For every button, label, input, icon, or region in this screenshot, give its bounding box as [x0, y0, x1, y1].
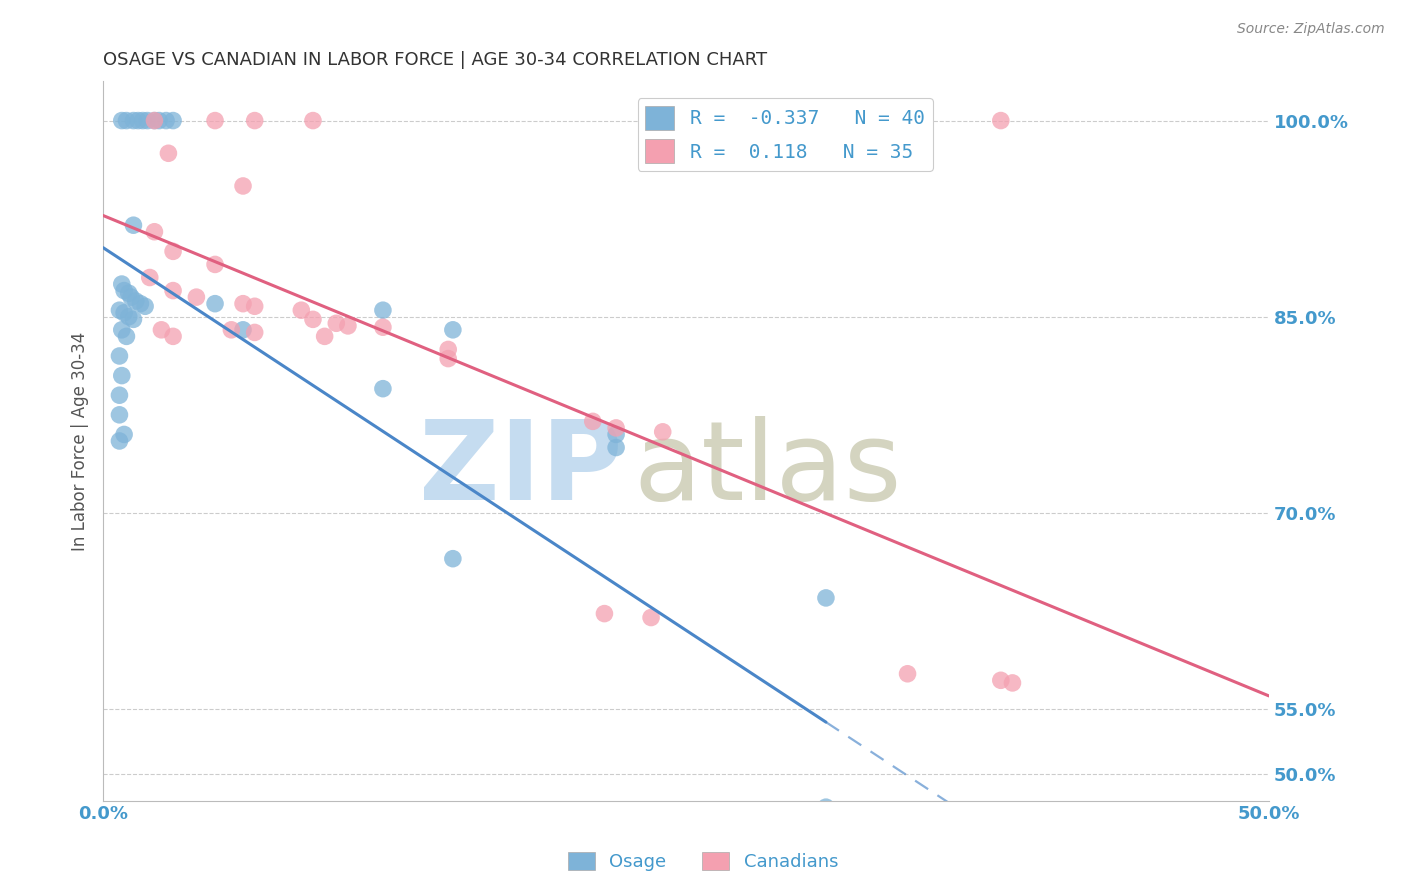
Point — [896, 666, 918, 681]
Point — [605, 441, 627, 455]
Point — [232, 296, 254, 310]
Point — [990, 113, 1012, 128]
Text: OSAGE VS CANADIAN IN LABOR FORCE | AGE 30-34 CORRELATION CHART: OSAGE VS CANADIAN IN LABOR FORCE | AGE 3… — [103, 51, 768, 69]
Point — [243, 299, 266, 313]
Point — [111, 277, 134, 291]
Point — [143, 113, 166, 128]
Point — [204, 296, 226, 310]
Point — [115, 113, 138, 128]
Point — [990, 673, 1012, 688]
Point — [108, 349, 131, 363]
Point — [150, 323, 173, 337]
Point — [302, 113, 325, 128]
Point — [162, 244, 184, 259]
Point — [651, 425, 673, 439]
Point — [143, 225, 166, 239]
Point — [134, 299, 156, 313]
Point — [139, 270, 162, 285]
Point — [406, 820, 429, 834]
Point — [371, 320, 394, 334]
Point — [136, 113, 159, 128]
Point — [1001, 676, 1024, 690]
Point — [162, 113, 184, 128]
Point — [243, 113, 266, 128]
Point — [437, 351, 460, 366]
Point — [108, 434, 131, 448]
Point — [605, 421, 627, 435]
Point — [143, 113, 166, 128]
Point — [290, 303, 312, 318]
Point — [111, 368, 134, 383]
Point — [640, 610, 662, 624]
Point — [112, 284, 135, 298]
Text: Source: ZipAtlas.com: Source: ZipAtlas.com — [1237, 22, 1385, 37]
Point — [232, 323, 254, 337]
Point — [593, 607, 616, 621]
Text: atlas: atlas — [634, 417, 903, 524]
Point — [437, 343, 460, 357]
Point — [243, 326, 266, 340]
Y-axis label: In Labor Force | Age 30-34: In Labor Force | Age 30-34 — [72, 331, 89, 550]
Point — [111, 113, 134, 128]
Point — [371, 382, 394, 396]
Point — [221, 323, 243, 337]
Point — [129, 296, 152, 310]
Point — [204, 257, 226, 271]
Point — [314, 329, 336, 343]
Point — [302, 312, 325, 326]
Point — [120, 290, 142, 304]
Point — [112, 427, 135, 442]
Point — [125, 294, 148, 309]
Point — [122, 312, 145, 326]
Point — [122, 218, 145, 232]
Point — [115, 329, 138, 343]
Point — [605, 427, 627, 442]
Point — [204, 113, 226, 128]
Point — [108, 408, 131, 422]
Text: ZIP: ZIP — [419, 417, 621, 524]
Point — [371, 303, 394, 318]
Point — [232, 178, 254, 193]
Point — [162, 284, 184, 298]
Point — [186, 290, 208, 304]
Point — [118, 286, 141, 301]
Point — [155, 113, 177, 128]
Point — [582, 414, 605, 428]
Point — [814, 591, 837, 605]
Point — [814, 800, 837, 814]
Point — [111, 323, 134, 337]
Point — [157, 146, 180, 161]
Point — [336, 318, 359, 333]
Point — [148, 113, 170, 128]
Point — [122, 113, 145, 128]
Point — [118, 310, 141, 324]
Point — [441, 323, 464, 337]
Point — [112, 306, 135, 320]
Point — [108, 388, 131, 402]
Point — [162, 329, 184, 343]
Point — [441, 551, 464, 566]
Legend: Osage, Canadians: Osage, Canadians — [561, 845, 845, 879]
Point — [325, 316, 347, 330]
Point — [127, 113, 149, 128]
Point — [132, 113, 155, 128]
Legend: R =  -0.337   N = 40, R =  0.118   N = 35: R = -0.337 N = 40, R = 0.118 N = 35 — [637, 98, 932, 171]
Point — [108, 303, 131, 318]
